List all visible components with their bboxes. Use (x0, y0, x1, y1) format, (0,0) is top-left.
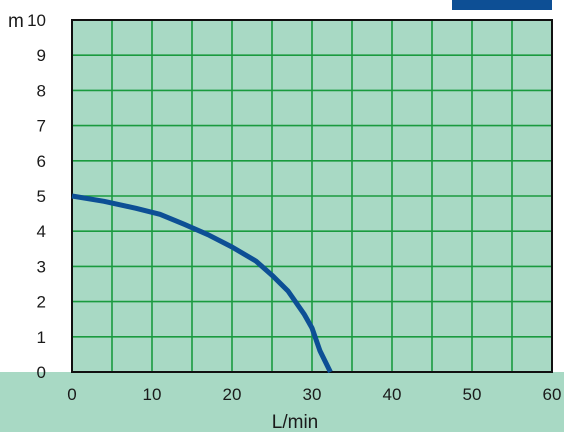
y-tick-label: 6 (37, 152, 46, 171)
x-axis-label: L/min (272, 412, 318, 432)
x-tick-label: 40 (383, 385, 402, 404)
y-tick-label: 8 (37, 81, 46, 100)
y-tick-label: 3 (37, 257, 46, 276)
x-tick-label: 10 (143, 385, 162, 404)
x-tick-label: 60 (543, 385, 562, 404)
y-axis-label: m (8, 11, 24, 32)
y-tick-label: 5 (37, 187, 46, 206)
x-tick-label: 50 (463, 385, 482, 404)
y-tick-label: 9 (37, 46, 46, 65)
x-tick-label: 0 (67, 385, 76, 404)
y-tick-label: 10 (27, 11, 46, 30)
y-tick-label: 7 (37, 117, 46, 136)
corner-tab (452, 0, 552, 10)
x-tick-label: 20 (223, 385, 242, 404)
x-tick-label: 30 (303, 385, 322, 404)
y-tick-label: 0 (37, 363, 46, 382)
y-tick-label: 2 (37, 293, 46, 312)
y-tick-label: 1 (37, 328, 46, 347)
y-tick-label: 4 (37, 222, 46, 241)
